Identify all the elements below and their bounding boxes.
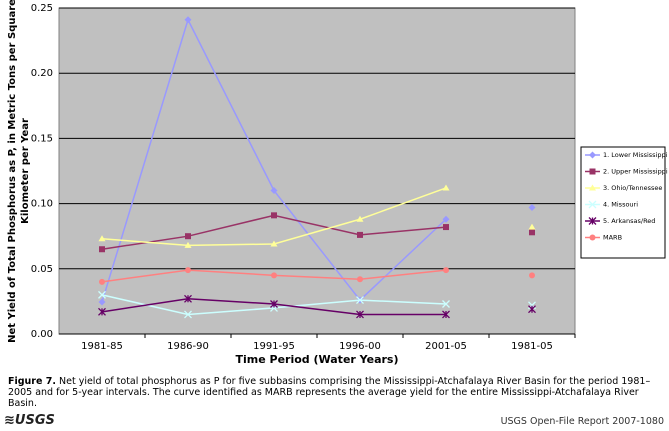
data-point	[270, 240, 278, 247]
x-tick-label: 2001-05	[425, 341, 467, 352]
data-point	[270, 187, 278, 195]
data-point	[442, 310, 450, 319]
legend-marker	[588, 217, 597, 225]
y-axis-label: Kilometer per Year	[20, 118, 31, 224]
y-axis-label: Net Yield of Total Phosphorus as P, in M…	[7, 0, 18, 343]
data-point	[356, 310, 364, 319]
x-tick-label: 1991-95	[253, 341, 295, 352]
x-tick-label: 1981-05	[511, 341, 553, 352]
legend-label: 2. Upper Mississippi	[603, 168, 668, 176]
data-point	[529, 272, 535, 279]
data-point	[356, 215, 364, 222]
chart: Time Period (Water Years) Net Yield of T…	[7, 0, 668, 366]
y-tick-label: 0.25	[31, 3, 53, 14]
legend-label: 3. Ohio/Tennessee	[603, 184, 662, 192]
data-point	[99, 246, 105, 253]
data-point	[184, 241, 192, 248]
x-tick-label: 1996-00	[339, 341, 381, 352]
data-point	[271, 212, 277, 219]
data-point	[442, 184, 450, 191]
legend-marker	[589, 151, 596, 159]
x-tick-label: 1981-85	[81, 341, 123, 352]
data-point	[528, 204, 536, 212]
caption: Figure 7. Net yield of total phosphorus …	[8, 376, 658, 409]
x-axis-label: Time Period (Water Years)	[235, 353, 398, 366]
data-point	[271, 272, 277, 279]
data-point	[270, 300, 278, 308]
logo: ≋USGS	[4, 413, 55, 428]
y-tick-label: 0.20	[31, 68, 53, 79]
data-point	[443, 267, 449, 274]
legend-marker	[588, 200, 597, 209]
caption-label: Figure 7.	[8, 376, 56, 387]
data-point	[98, 298, 106, 306]
data-point	[184, 310, 192, 319]
data-point	[99, 278, 105, 285]
legend-marker	[589, 168, 596, 175]
data-point	[357, 231, 363, 238]
data-point	[184, 16, 192, 24]
legend-marker	[589, 234, 596, 241]
logo-text: USGS	[14, 413, 55, 428]
plot-area	[58, 7, 576, 335]
x-tick-label: 1986-90	[167, 341, 209, 352]
data-point	[443, 224, 449, 231]
data-point	[98, 235, 106, 242]
data-point	[528, 223, 536, 230]
y-tick-label: 0.10	[31, 199, 53, 210]
legend-label: 5. Arkansas/Red	[603, 217, 655, 225]
data-point	[185, 233, 191, 240]
data-point	[185, 267, 191, 274]
caption-text: Net yield of total phosphorus as P for f…	[8, 376, 651, 409]
y-tick-label: 0.15	[31, 133, 53, 144]
data-point	[529, 229, 535, 236]
data-point	[442, 215, 450, 223]
legend-label: MARB	[603, 234, 622, 242]
report-id: USGS Open-File Report 2007-1080	[500, 416, 664, 427]
data-point	[98, 290, 106, 299]
legend-label: 1. Lower Mississippi	[603, 151, 668, 159]
legend-label: 4. Missouri	[603, 201, 638, 209]
y-tick-label: 0.05	[31, 264, 53, 275]
legend-marker	[589, 184, 596, 191]
y-tick-label: 0.00	[31, 329, 53, 340]
footer: ≋USGS USGS Open-File Report 2007-1080	[4, 413, 664, 429]
data-point	[184, 294, 192, 303]
data-point	[98, 307, 106, 316]
data-point	[357, 276, 363, 283]
data-point	[442, 300, 450, 308]
data-point	[528, 305, 536, 314]
data-point	[356, 296, 364, 305]
